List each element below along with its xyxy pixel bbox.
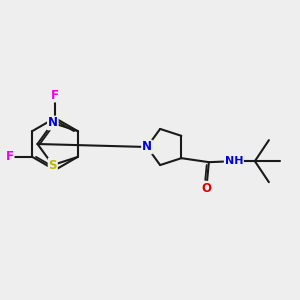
Text: F: F [6, 151, 14, 164]
Text: N: N [142, 140, 152, 154]
Text: NH: NH [225, 156, 243, 166]
Text: S: S [49, 158, 57, 172]
Text: O: O [201, 182, 212, 195]
Text: N: N [48, 116, 58, 130]
Text: F: F [51, 88, 59, 102]
